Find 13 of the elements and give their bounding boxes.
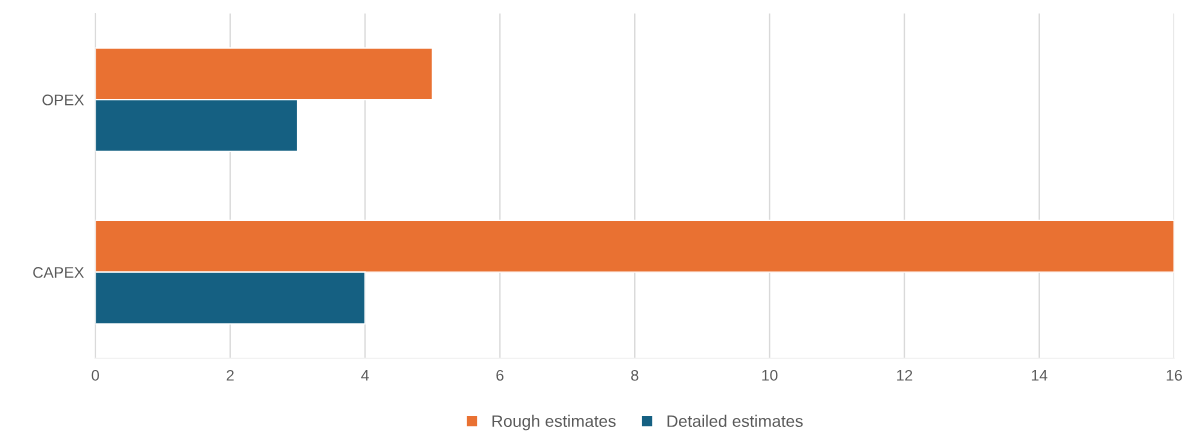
x-tick-label: 4 [361,370,369,381]
x-tick-label: 14 [1031,370,1048,381]
x-tick-label: 12 [897,369,913,381]
x-tick-label: 8 [631,369,639,381]
x-tick-label: 10 [762,369,778,381]
x-tick-label: 0 [91,369,100,381]
x-tick-label: 2 [226,369,234,381]
y-tick-label: OPEX [42,94,84,106]
legend-label: Detailed estimates [667,414,803,428]
y-tick-label: CAPEX [33,267,84,278]
legend-label: Rough estimates [492,414,616,431]
x-tick-label: 16 [1166,369,1182,381]
x-tick-label: 6 [496,369,504,381]
